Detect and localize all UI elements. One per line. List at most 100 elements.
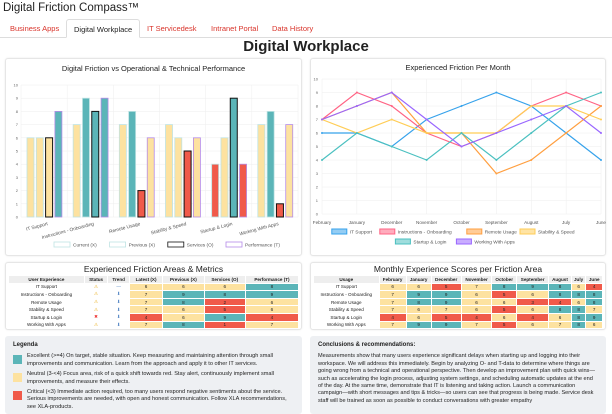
- bar-chart-panel: Digital Friction vs Operational & Techni…: [5, 58, 302, 256]
- x-tick-label: Stability & Speed: [150, 221, 187, 236]
- score-cell: 8: [585, 290, 603, 299]
- score-cell: 5: [491, 290, 518, 299]
- score-cell: 7: [585, 305, 603, 314]
- score-cell: 8: [570, 312, 587, 322]
- conclusions-title: Conclusions & recommendations:: [318, 342, 416, 348]
- legend-label: Performance (T): [245, 243, 280, 249]
- table-row: IT Support 6 6 5 7 8 9 8 6 4: [313, 282, 603, 292]
- row-label: IT Support: [8, 282, 85, 292]
- x-tick-label: Working With Apps: [239, 221, 280, 237]
- score-cell: 9: [430, 320, 462, 330]
- score-cell: 9: [203, 312, 246, 322]
- row-label: Stability & Speed: [313, 305, 380, 314]
- data-point: [495, 172, 498, 175]
- status-warning-icon: ⚠: [83, 320, 109, 330]
- score-cell: 5: [203, 305, 246, 314]
- y-tick-label: 5: [316, 144, 319, 149]
- conclusions-box: Conclusions & recommendations: Measureme…: [310, 336, 606, 414]
- score-cell: 6: [405, 282, 432, 292]
- row-label: Instructions - Onboarding: [313, 290, 380, 299]
- score-cell: 8: [162, 320, 205, 330]
- column-header: Trend: [107, 275, 130, 284]
- score-cell: 6: [460, 297, 493, 307]
- score-cell: 8: [585, 297, 603, 307]
- bar-services: [91, 110, 100, 218]
- data-point: [600, 118, 602, 121]
- score-cell: 6: [491, 312, 518, 322]
- y-tick-label: 4: [16, 162, 19, 167]
- score-cell: 8: [244, 282, 300, 292]
- y-tick-label: 5: [16, 149, 19, 154]
- x-tick-label: Remote Usage: [108, 221, 141, 235]
- y-tick-label: 10: [14, 83, 19, 88]
- metrics-table-panel: Experienced Friction Areas & Metrics Use…: [5, 262, 302, 330]
- score-cell: 4: [460, 312, 493, 322]
- tab-business-apps[interactable]: Business Apps: [10, 24, 60, 33]
- score-cell: 8: [570, 290, 587, 299]
- score-cell: 6: [405, 312, 432, 322]
- bar-previous: [220, 137, 229, 218]
- y-tick-label: 2: [16, 188, 19, 193]
- bar-performance: [146, 137, 155, 218]
- legend-label: Stability & Speed: [538, 230, 575, 236]
- legend-critical: Critical (<3) Immediate action required,…: [13, 389, 294, 411]
- tab-intranet-portal[interactable]: Intranet Portal: [211, 24, 259, 33]
- status-warning-icon: ⚠: [83, 282, 109, 292]
- trend-down-icon: ⬇: [107, 290, 130, 299]
- row-label: Stability & Speed: [8, 305, 85, 314]
- bar-previous: [35, 137, 44, 218]
- bar-previous: [174, 137, 183, 218]
- score-cell: 4: [516, 312, 550, 322]
- y-tick-label: 10: [314, 77, 319, 82]
- tab-it-servicedesk[interactable]: IT Servicedesk: [147, 24, 197, 33]
- score-cell: 6: [460, 305, 493, 314]
- score-cell: 8: [548, 305, 572, 314]
- tab-data-history[interactable]: Data History: [272, 24, 314, 33]
- metrics-table-title: Experienced Friction Areas & Metrics: [83, 264, 224, 274]
- bar-performance: [285, 124, 294, 218]
- y-tick-label: 2: [316, 185, 319, 190]
- status-warning-icon: ⚠: [83, 305, 109, 314]
- legend-swatch: [466, 228, 483, 235]
- x-tick-label: November: [416, 220, 438, 225]
- monthly-table: Usage February January December November Octo…: [313, 275, 603, 330]
- score-cell: 6: [491, 297, 518, 307]
- bar-chart-title: Digital Friction vs Operational & Techni…: [61, 64, 246, 73]
- table-row: Stability & Speed 7 6 7 6 5 6 8 8 7: [313, 305, 603, 314]
- score-cell: 7: [430, 305, 462, 314]
- bar-services: [45, 137, 54, 218]
- data-point: [600, 105, 602, 107]
- score-cell: 7: [460, 282, 493, 292]
- y-tick-label: 7: [16, 122, 19, 127]
- legend-swatch: [167, 241, 185, 248]
- data-point: [460, 145, 463, 148]
- table-row: Startup & Login ✖ ⬇ 4 6 9 4: [8, 312, 300, 322]
- data-point: [600, 132, 602, 134]
- column-header: Previous (X): [162, 275, 205, 284]
- line-chart-title: Experienced Friction Per Month: [405, 63, 511, 72]
- bar-current: [211, 163, 220, 218]
- score-cell: 8: [548, 282, 572, 292]
- tab-digital-workplace[interactable]: Digital Workplace: [66, 19, 141, 38]
- score-cell: 6: [460, 290, 493, 299]
- score-cell: 6: [128, 282, 164, 292]
- line-chart-panel: Experienced Friction Per Month 0 1 2 3 4 5 6 7 8…: [310, 58, 606, 256]
- status-warning-icon: ⚠: [83, 297, 109, 307]
- metrics-table: User Experience Status Trend Latest (X) Prev…: [8, 275, 300, 330]
- y-tick-label: 4: [316, 158, 319, 163]
- score-cell: 4: [378, 312, 407, 322]
- data-point: [495, 132, 498, 134]
- y-tick-label: 6: [316, 131, 319, 136]
- critical-swatch: [13, 391, 22, 401]
- column-header: Latest (X): [128, 275, 164, 284]
- table-row: Instructions - Onboarding 7 9 9 6 5 6 8 8 8: [313, 290, 603, 299]
- data-point: [355, 91, 358, 94]
- x-tick-label: December: [381, 220, 403, 225]
- score-cell: 5: [430, 312, 462, 322]
- y-tick-label: 6: [16, 135, 19, 140]
- y-tick-label: 8: [16, 109, 19, 114]
- legend-critical-text: Critical (<3) Immediate action required,…: [27, 389, 287, 410]
- score-cell: 7: [128, 320, 164, 330]
- column-header: September: [516, 275, 550, 284]
- score-cell: 9: [162, 290, 205, 299]
